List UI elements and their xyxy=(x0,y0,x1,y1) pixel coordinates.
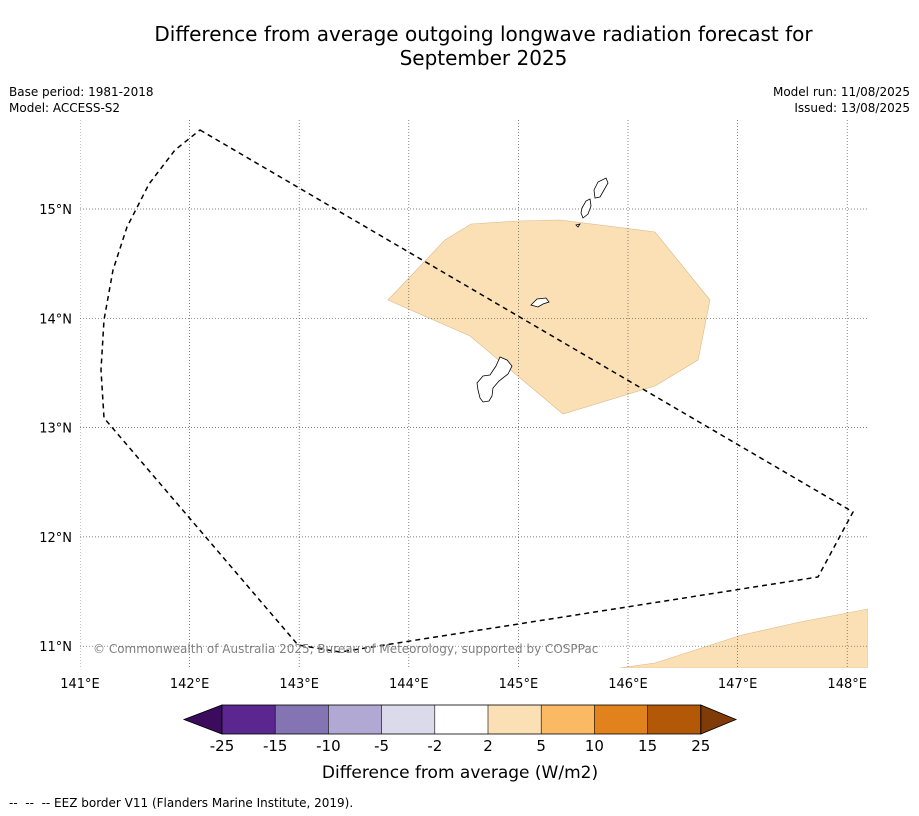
lon-tick-label: 143°E xyxy=(279,677,319,692)
colorbar-tick-label: -2 xyxy=(427,737,442,755)
colorbar-segment xyxy=(434,705,488,734)
colorbar-segment xyxy=(594,705,648,734)
colorbar-tick-label: 15 xyxy=(638,737,657,755)
colorbar-extend-low xyxy=(182,704,223,735)
eez-footnote: -- -- -- EEZ border V11 (Flanders Marine… xyxy=(9,796,354,810)
meta-right: Model run: 11/08/2025 Issued: 13/08/2025 xyxy=(773,84,910,116)
colorbar-segment xyxy=(275,705,329,734)
lon-tick-label: 147°E xyxy=(718,677,758,692)
colorbar-label: Difference from average (W/m2) xyxy=(322,763,598,783)
model-run: Model run: 11/08/2025 xyxy=(772,85,910,99)
colorbar-tick-label: 10 xyxy=(585,737,604,755)
eez-border xyxy=(100,129,855,653)
graticule xyxy=(80,120,868,668)
lon-tick-label: 148°E xyxy=(827,677,867,692)
colorbar-segment xyxy=(328,705,382,734)
colorbar-segment xyxy=(488,705,542,734)
island-tinian xyxy=(580,198,592,219)
island-aguijan xyxy=(575,223,581,228)
title-line-2: September 2025 xyxy=(399,46,568,70)
title-line-1: Difference from average outgoing longwav… xyxy=(154,22,813,46)
lat-tick-label: 12°N xyxy=(39,531,72,546)
lat-tick-label: 11°N xyxy=(39,640,72,655)
map-plot-area: © Commonwealth of Australia 2025, Bureau… xyxy=(80,120,868,668)
island-guam xyxy=(476,356,513,403)
colorbar-tick-label: -25 xyxy=(210,737,235,755)
lat-tick-label: 13°N xyxy=(39,422,72,437)
colorbar-segment xyxy=(222,705,276,734)
axis-labels: 141°E 142°E 143°E 144°E 145°E 146°E 147°E 148°E… xyxy=(39,203,867,692)
colorbar-tick-label: 25 xyxy=(691,737,710,755)
colorbar-tick-label: 5 xyxy=(536,737,546,755)
map-title: Difference from average outgoing longwav… xyxy=(96,22,871,70)
issued-date: Issued: 13/08/2025 xyxy=(794,101,910,115)
colorbar: -25 -15 -10 -5 -2 2 5 10 15 25 xyxy=(182,704,738,755)
colorbar-tick-label: -10 xyxy=(316,737,341,755)
island-saipan xyxy=(593,177,609,199)
colorbar-tick-label: 2 xyxy=(483,737,493,755)
meta-left: Base period: 1981-2018 Model: ACCESS-S2 xyxy=(9,84,154,116)
lat-tick-label: 14°N xyxy=(39,312,72,327)
lon-tick-label: 144°E xyxy=(389,677,429,692)
lon-tick-label: 145°E xyxy=(499,677,539,692)
colorbar-tick-label: -5 xyxy=(374,737,389,755)
colorbar-frame xyxy=(221,704,702,735)
base-period: Base period: 1981-2018 xyxy=(9,85,154,99)
colorbar-segment xyxy=(647,705,701,734)
lon-tick-label: 142°E xyxy=(170,677,210,692)
colorbar-extend-high xyxy=(700,704,738,735)
colorbar-segment xyxy=(541,705,595,734)
copyright-text: © Commonwealth of Australia 2025, Bureau… xyxy=(93,642,598,656)
lon-tick-label: 146°E xyxy=(608,677,648,692)
colorbar-segment xyxy=(381,705,435,734)
model-name: Model: ACCESS-S2 xyxy=(9,101,121,115)
anomaly-region-north xyxy=(387,219,711,415)
anomaly-region-southeast xyxy=(619,608,868,668)
lat-tick-label: 15°N xyxy=(39,203,72,218)
island-rota xyxy=(530,297,550,308)
lon-tick-label: 141°E xyxy=(60,677,100,692)
colorbar-tick-label: -15 xyxy=(263,737,288,755)
